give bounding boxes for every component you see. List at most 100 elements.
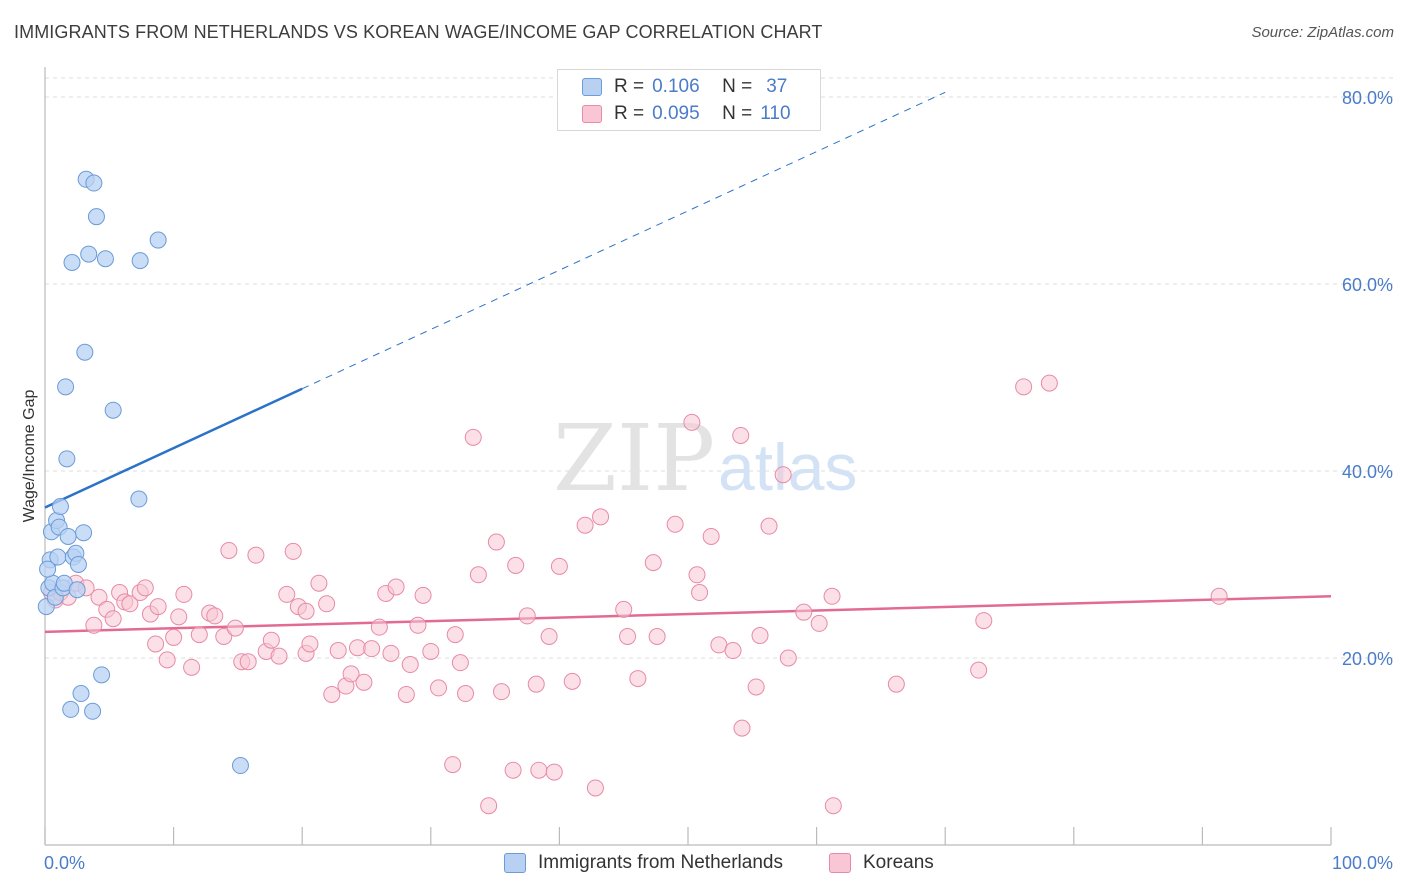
data-point-koreans [247, 546, 265, 564]
data-point-koreans [147, 635, 165, 653]
data-point-koreans [284, 542, 302, 560]
data-point-koreans [464, 428, 482, 446]
points-layer [37, 170, 1228, 815]
legend-label: Immigrants from Netherlands [538, 852, 783, 873]
data-point-netherlands [104, 401, 122, 419]
data-point-netherlands [63, 253, 81, 271]
chart-title: IMMIGRANTS FROM NETHERLANDS VS KOREAN WA… [14, 22, 823, 42]
data-point-koreans [348, 639, 366, 657]
data-point-koreans [323, 685, 341, 703]
data-point-koreans [414, 586, 432, 604]
data-point-koreans [563, 672, 581, 690]
data-point-koreans [480, 797, 498, 815]
legend-item-netherlands: Immigrants from Netherlands [504, 852, 783, 874]
y-tick-label: 40.0% [1342, 462, 1393, 482]
data-point-koreans [760, 517, 778, 535]
data-point-koreans [733, 719, 751, 737]
data-point-koreans [975, 612, 993, 630]
legend-r-label: R = [614, 76, 645, 97]
data-point-koreans [451, 654, 469, 672]
data-point-koreans [710, 636, 728, 654]
data-point-koreans [278, 585, 296, 603]
data-point-koreans [165, 628, 183, 646]
data-point-koreans [342, 665, 360, 683]
data-point-koreans [629, 670, 647, 688]
data-point-koreans [457, 685, 475, 703]
data-point-koreans [823, 587, 841, 605]
data-point-koreans [215, 627, 233, 645]
data-point-koreans [545, 763, 563, 781]
data-point-koreans [1210, 587, 1228, 605]
legend-n-value: 110 [760, 103, 791, 124]
data-point-koreans [422, 642, 440, 660]
data-point-koreans [301, 635, 319, 653]
data-point-koreans [592, 508, 610, 526]
data-point-koreans [469, 566, 487, 584]
legend-n-label: N = [722, 103, 753, 124]
data-point-koreans [586, 779, 604, 797]
data-point-koreans [970, 661, 988, 679]
data-point-netherlands [80, 245, 98, 263]
data-point-koreans [149, 598, 167, 616]
data-point-koreans [370, 618, 388, 636]
data-point-koreans [493, 683, 511, 701]
data-point-koreans [158, 651, 176, 669]
data-point-koreans [887, 675, 905, 693]
data-point-netherlands [58, 450, 76, 468]
legend-row-netherlands: R = 0.106 N = 37 [582, 75, 787, 99]
data-point-netherlands [76, 343, 94, 361]
legend-swatch-pink [582, 105, 602, 123]
data-point-koreans [1040, 374, 1058, 392]
data-point-koreans [190, 626, 208, 644]
data-point-koreans [615, 600, 633, 618]
data-point-koreans [576, 516, 594, 534]
data-point-netherlands [59, 527, 77, 545]
legend-item-koreans: Koreans [829, 852, 934, 874]
data-point-koreans [90, 588, 108, 606]
data-point-koreans [691, 584, 709, 602]
data-point-koreans [175, 585, 193, 603]
data-point-koreans [104, 610, 122, 628]
legend-r-label: R = [614, 103, 645, 124]
data-point-koreans [239, 653, 257, 671]
data-point-netherlands [130, 490, 148, 508]
data-point-koreans [329, 642, 347, 660]
data-point-koreans [751, 627, 769, 645]
legend-swatch-blue [504, 853, 526, 873]
legend-swatch-blue [582, 78, 602, 96]
data-point-koreans [530, 761, 548, 779]
data-point-koreans [724, 642, 742, 660]
correlation-legend: R = 0.106 N = 37 R = 0.095 N = 110 [557, 69, 821, 131]
data-point-netherlands [57, 378, 75, 396]
data-point-koreans [136, 579, 154, 597]
data-point-netherlands [231, 757, 249, 775]
series-legend: Immigrants from Netherlands Koreans [0, 852, 1406, 878]
data-point-koreans [732, 426, 750, 444]
watermark: ZIP atlas [553, 405, 857, 512]
data-point-netherlands [62, 700, 80, 718]
legend-label: Koreans [863, 852, 934, 873]
legend-r-value: 0.106 [652, 76, 700, 97]
x-tick-label-max: 100.0% [1332, 853, 1393, 873]
trendline-netherlands-dashed [301, 91, 946, 390]
y-tick-label: 60.0% [1342, 275, 1393, 295]
source-credit: Source: ZipAtlas.com [1251, 24, 1394, 41]
data-point-koreans [401, 656, 419, 674]
legend-n-label: N = [722, 76, 753, 97]
data-point-netherlands [51, 498, 69, 516]
data-point-koreans [121, 595, 139, 613]
data-point-koreans [226, 619, 244, 637]
data-point-netherlands [68, 581, 86, 599]
data-point-koreans [688, 566, 706, 584]
data-point-koreans [355, 673, 373, 691]
data-point-koreans [409, 616, 427, 634]
legend-n-value: 37 [766, 76, 788, 97]
data-point-koreans [648, 627, 666, 645]
data-point-koreans [774, 466, 792, 484]
data-point-koreans [487, 533, 505, 551]
data-point-koreans [527, 675, 545, 693]
legend-row-koreans: R = 0.095 N = 110 [582, 102, 791, 126]
data-point-netherlands [96, 250, 114, 268]
y-tick-label: 80.0% [1342, 88, 1393, 108]
